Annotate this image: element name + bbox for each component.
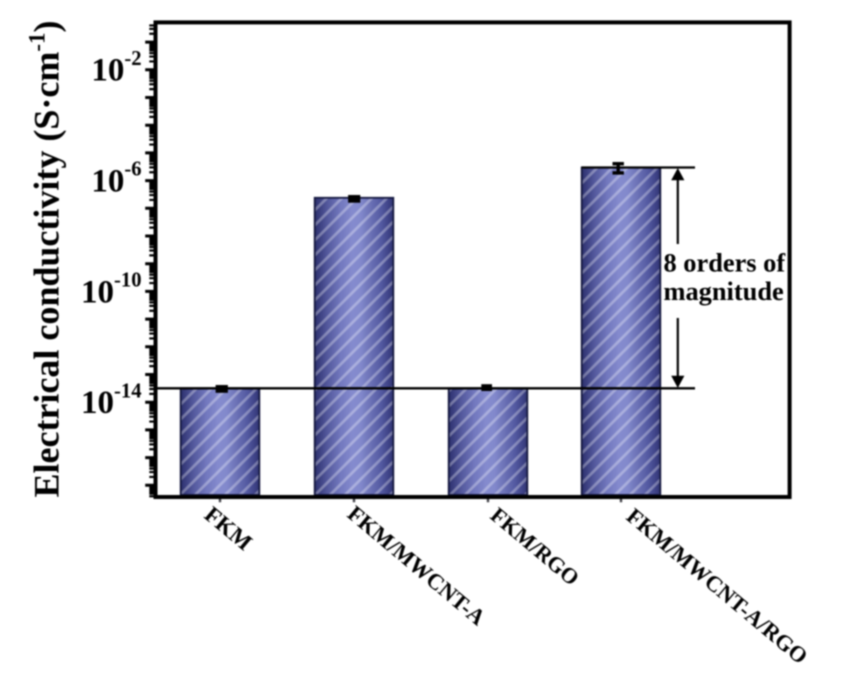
svg-text:8 orders of: 8 orders of bbox=[664, 248, 787, 278]
svg-text:magnitude: magnitude bbox=[664, 276, 785, 306]
svg-text:10-10: 10-10 bbox=[81, 270, 141, 311]
svg-text:Electrical conductivity (S·cm-: Electrical conductivity (S·cm-1) bbox=[25, 20, 67, 497]
